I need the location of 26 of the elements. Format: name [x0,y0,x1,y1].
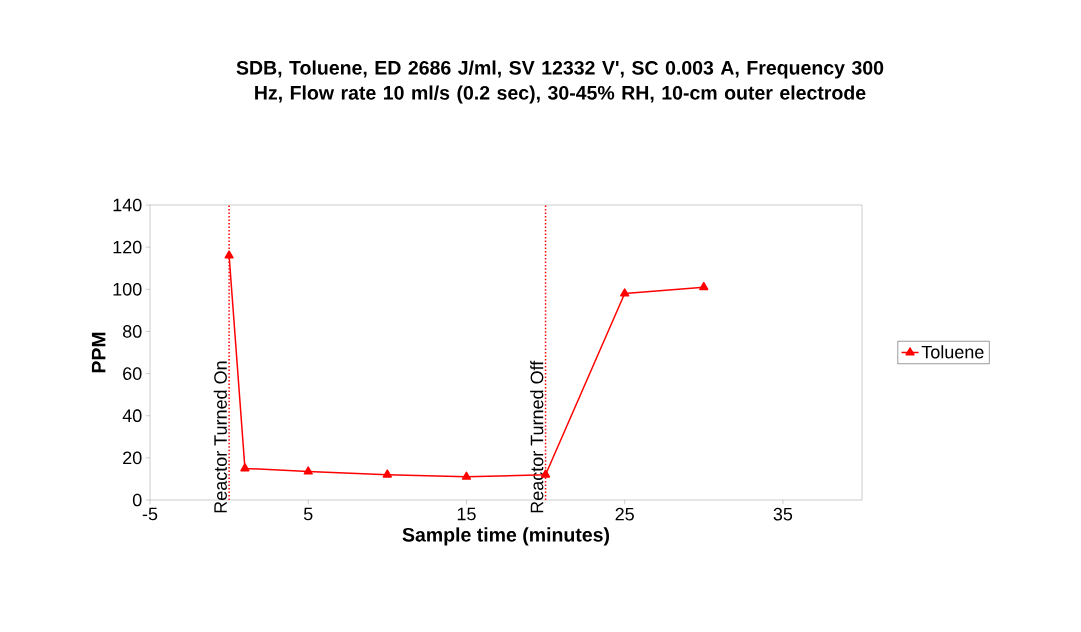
chart-title: SDB, Toluene, ED 2686 J/ml, SV 12332 V', SC 0.003 A, Frequency 300 Hz, Flow rate 10 ml/s (0.2 sec), 30-45% RH, 10-cm outer electrode [236,60,884,104]
point [699,281,709,291]
point [240,463,250,472]
ref-line-label: Reactor Turned Off [530,360,544,513]
y-tick-label: 140 [113,198,142,212]
point [620,288,630,297]
point [382,469,392,478]
y-tick-label: 100 [113,282,142,296]
y-tick-label: 40 [122,409,142,423]
x-tick-label: 35 [773,507,793,521]
x-axis-title: Sample time (minutes) [402,527,610,546]
x-tick-label: -5 [142,507,158,521]
legend-label: Toluene [921,345,984,359]
y-tick-label: 80 [122,325,142,338]
x-tick-label: 15 [457,507,476,521]
x-tick-label: 5 [303,507,313,521]
x-tick-label: 25 [615,507,634,521]
ref-line-label: Reactor Turned On [213,361,227,513]
y-tick-label: 120 [113,240,142,254]
point [461,471,472,480]
point [303,466,313,475]
y-axis-title: PPM [91,332,106,373]
y-tick-label: 0 [132,493,142,507]
y-tick-label: 20 [123,451,142,465]
point [224,250,234,259]
y-tick-label: 60 [123,367,142,380]
